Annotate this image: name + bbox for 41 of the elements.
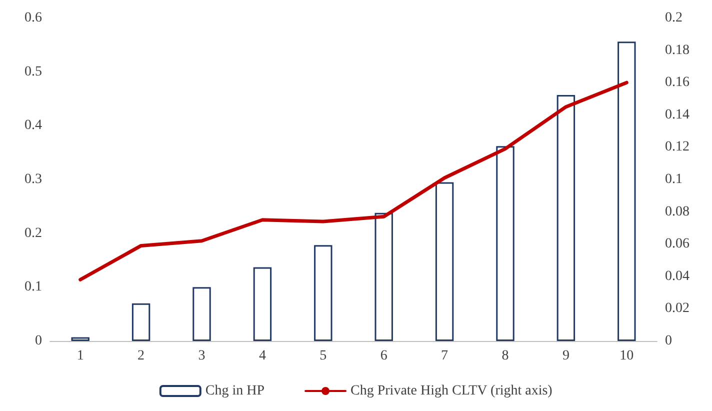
y-tick-label: 0 [35,334,42,348]
y2-tick-label: 0.18 [665,42,690,58]
y2-tick-label: 0.12 [665,140,690,155]
bar [618,42,636,341]
y-tick-label: 0.6 [24,10,42,26]
legend-label: Chg in HP [205,384,265,398]
bar [435,182,454,341]
y2-tick-label: 0.2 [665,10,682,26]
y2-tick-label: 0.08 [665,204,690,220]
x-tick-label: 7 [441,348,448,364]
x-tick-label: 1 [76,348,84,364]
x-tick-label: 2 [138,348,145,364]
bar [374,212,393,341]
bar [496,146,514,341]
y2-tick-label: 0.06 [665,236,690,252]
bar [253,267,272,341]
legend-label: Chg Private High CLTV (right axis) [350,384,553,398]
x-tick-label: 5 [320,348,327,364]
x-tick-label: 4 [258,348,266,364]
bar [314,245,332,341]
y2-tick-label: 0.02 [665,301,690,316]
line-series [78,80,628,282]
bar [132,303,150,341]
y-tick-label: 0.3 [24,172,42,187]
y2-tick-label: 0.04 [665,268,690,284]
bar [192,287,211,341]
bar [71,337,90,341]
y-tick-label: 0.4 [24,118,42,134]
y-tick-label: 0.2 [24,226,42,241]
x-tick-label: 8 [502,348,509,364]
y2-tick-label: 0 [665,334,672,348]
x-tick-label: 3 [198,348,206,364]
y-tick-label: 0.5 [24,64,42,80]
y2-tick-label: 0.14 [665,107,690,122]
y-tick-label: 0.1 [24,280,42,295]
x-tick-label: 6 [380,348,388,364]
x-tick-label: 9 [562,348,570,364]
x-tick-label: 10 [620,348,634,364]
bar [556,94,576,341]
y2-tick-label: 0.1 [665,172,682,187]
y2-tick-label: 0.16 [665,75,690,90]
